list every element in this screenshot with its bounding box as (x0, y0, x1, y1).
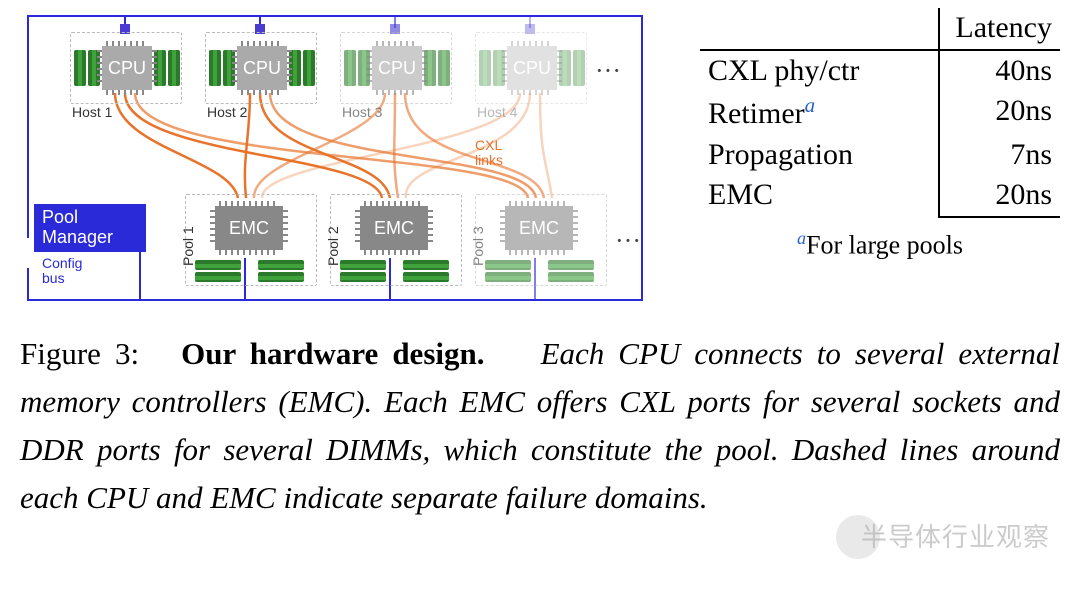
dimm-icon (340, 272, 386, 282)
hardware-diagram: CPU CPU CPU CPU Host 1 Host 2 Host 3 Hos… (20, 8, 665, 308)
dimm-icon (479, 50, 491, 86)
host-label: Host 3 (342, 104, 382, 120)
cxl-links-label: CXL links (475, 138, 503, 169)
dimm-icon (303, 50, 315, 86)
dimm-icon (548, 272, 594, 282)
config-bus-markers (120, 24, 535, 34)
table-row: Retimera 20ns (700, 91, 1060, 135)
dimm-icon (340, 260, 386, 270)
host-label: Host 1 (72, 104, 112, 120)
pool-label: Pool 1 (180, 226, 196, 266)
emc-chip: EMC (505, 206, 573, 250)
dimm-icon (258, 272, 304, 282)
ellipsis-icon: ··· (595, 56, 621, 86)
ellipsis-icon: ··· (615, 226, 641, 256)
cpu-chip: CPU (237, 46, 287, 90)
latency-footnote: aFor large pools (700, 218, 1060, 261)
table-row: CXL phy/ctr 40ns (700, 51, 1060, 92)
dimm-icon (485, 272, 531, 282)
dimm-icon (403, 260, 449, 270)
table-row: Propagation 7ns (700, 135, 1060, 176)
cpu-chip: CPU (372, 46, 422, 90)
latency-header-c1 (700, 8, 940, 49)
host-label: Host 4 (477, 104, 517, 120)
dimm-icon (485, 260, 531, 270)
dimm-icon (209, 50, 221, 86)
dimm-icon (195, 260, 241, 270)
figure-number: Figure 3: (20, 336, 139, 371)
pool-label: Pool 3 (470, 226, 486, 266)
dimm-icon (438, 50, 450, 86)
pool-label: Pool 2 (325, 226, 341, 266)
pool-manager-box: Pool Manager (34, 204, 146, 252)
dimm-icon (573, 50, 585, 86)
footnote-mark: a (805, 93, 816, 117)
cpu-chip: CPU (102, 46, 152, 90)
config-bus-label: Config bus (42, 256, 82, 287)
dimm-icon (403, 272, 449, 282)
figure-caption: Figure 3: Our hardware design. Each CPU … (20, 330, 1060, 522)
latency-table-header: Latency (700, 8, 1060, 51)
watermark-text: 半导体行业观察 (861, 517, 1050, 554)
latency-header-c2: Latency (940, 8, 1060, 49)
dimm-icon (258, 260, 304, 270)
dimm-icon (168, 50, 180, 86)
dimm-icon (74, 50, 86, 86)
host-label: Host 2 (207, 104, 247, 120)
figure-title: Our hardware design. (181, 336, 484, 371)
figure-description: Each CPU connects to several external me… (20, 336, 1060, 515)
dimm-icon (344, 50, 356, 86)
dimm-icon (548, 260, 594, 270)
dimm-icon (195, 272, 241, 282)
figure-top: Latency CXL phy/ctr 40ns Retimera 20ns P… (20, 8, 1060, 318)
table-row: EMC 20ns (700, 175, 1060, 218)
cpu-chip: CPU (507, 46, 557, 90)
emc-chip: EMC (215, 206, 283, 250)
latency-table: Latency CXL phy/ctr 40ns Retimera 20ns P… (700, 8, 1060, 260)
emc-chip: EMC (360, 206, 428, 250)
